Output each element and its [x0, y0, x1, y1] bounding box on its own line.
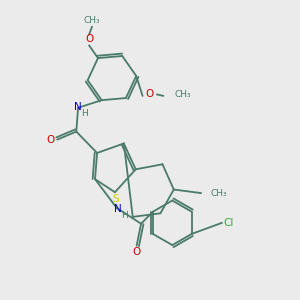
- Text: O: O: [145, 89, 153, 99]
- Text: CH₃: CH₃: [211, 189, 227, 198]
- Text: N: N: [74, 102, 82, 112]
- Text: S: S: [112, 194, 119, 204]
- Text: H: H: [121, 211, 128, 220]
- Text: H: H: [81, 109, 88, 118]
- Text: O: O: [133, 247, 141, 257]
- Text: O: O: [46, 135, 55, 145]
- Text: CH₃: CH₃: [84, 16, 100, 25]
- Text: O: O: [85, 34, 93, 44]
- Text: CH₃: CH₃: [175, 90, 191, 99]
- Text: N: N: [114, 204, 122, 214]
- Text: Cl: Cl: [223, 218, 234, 228]
